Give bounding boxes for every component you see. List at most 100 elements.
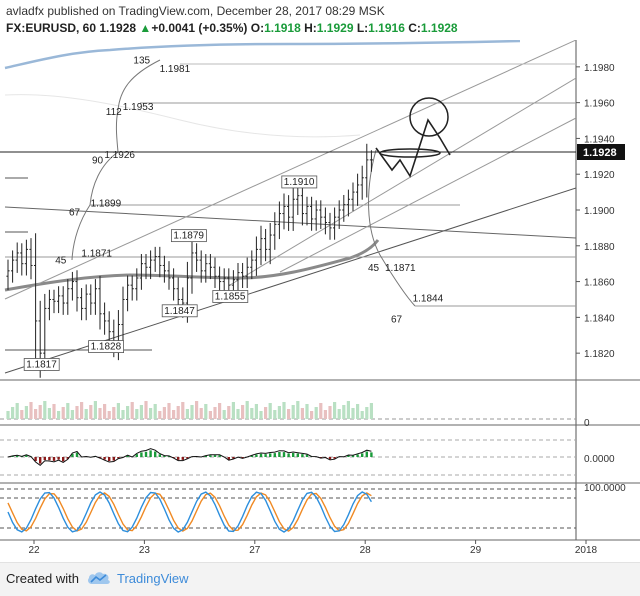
macd-histogram-bar xyxy=(301,454,303,457)
macd-histogram-bar xyxy=(103,457,105,460)
volume-bar xyxy=(328,406,331,419)
volume-bar xyxy=(167,403,170,419)
macd-histogram-bar xyxy=(370,452,372,457)
price-label: 1.1981 xyxy=(160,64,191,75)
volume-bar xyxy=(218,403,221,419)
volume-bar xyxy=(126,406,129,419)
macd-histogram-bar xyxy=(274,453,276,457)
volume-bar xyxy=(39,405,42,419)
macd-histogram-bar xyxy=(145,452,147,457)
volume-bar xyxy=(154,404,157,419)
macd-histogram-bar xyxy=(297,454,299,457)
volume-bar xyxy=(94,401,97,419)
volume-bar xyxy=(361,411,364,419)
channel-lower-line xyxy=(280,118,576,272)
volume-bar xyxy=(163,407,166,419)
volume-bar xyxy=(269,403,272,419)
price-tick-label: 1.1920 xyxy=(584,170,615,181)
angle-label: 45 xyxy=(55,256,67,267)
price-tick-label: 1.1940 xyxy=(584,134,615,145)
time-axis[interactable]: 22 23 27 28 29 2018 xyxy=(28,540,597,556)
target-circle xyxy=(410,98,448,136)
chart-area[interactable]: 1.18171.18281.18471.18551.18791.19101.18… xyxy=(0,0,640,560)
angle-label: 45 xyxy=(368,263,380,274)
angle-label: 67 xyxy=(69,207,81,218)
volume-bar xyxy=(333,402,336,419)
macd-histogram-bar xyxy=(154,452,156,457)
volume-bar xyxy=(149,408,152,419)
macd-histogram-bar xyxy=(57,457,59,460)
created-with-text: Created with xyxy=(6,571,79,586)
time-tick-label: 29 xyxy=(470,545,482,556)
price-labels-layer: 1.18171.18281.18471.18551.18791.19101.18… xyxy=(24,64,443,370)
volume-bar xyxy=(296,401,299,419)
volume-bar xyxy=(347,401,350,419)
volume-bar xyxy=(48,408,51,419)
time-tick-label: 28 xyxy=(360,545,372,556)
price-label: 1.1855 xyxy=(215,291,246,302)
volume-bar xyxy=(158,411,161,419)
highlight-ellipse xyxy=(380,149,440,157)
price-tick-label: 1.1860 xyxy=(584,278,615,289)
volume-bar xyxy=(356,404,359,419)
volume-bar xyxy=(25,406,28,419)
price-tick-label: 1.1980 xyxy=(584,63,615,74)
macd-histogram-bar xyxy=(113,457,115,461)
macd-histogram-bar xyxy=(48,457,50,460)
volume-bar xyxy=(181,402,184,419)
time-tick-label: 2018 xyxy=(575,545,598,556)
volume-bar xyxy=(186,409,189,419)
inner-band-line xyxy=(5,95,360,137)
macd-histogram-bar xyxy=(39,457,41,464)
volume-bar xyxy=(62,407,65,419)
volume-bar xyxy=(112,407,115,419)
volume-bar xyxy=(264,407,267,419)
volume-bar xyxy=(43,401,46,419)
tradingview-link[interactable]: TradingView xyxy=(117,571,189,586)
macd-histogram-bar xyxy=(269,453,271,457)
current-price-marker: 1.1928 xyxy=(577,144,625,160)
volume-bar xyxy=(34,409,37,419)
volume-bar xyxy=(223,410,226,419)
stochastic-pane[interactable] xyxy=(0,489,576,532)
macd-histogram-bar xyxy=(53,457,55,461)
volume-bar xyxy=(103,404,106,419)
macd-histogram-bar xyxy=(108,457,110,461)
price-tick-label: 1.1840 xyxy=(584,313,615,324)
time-tick-label: 22 xyxy=(28,545,40,556)
volume-bar xyxy=(200,408,203,419)
time-tick-label: 27 xyxy=(249,545,261,556)
volume-bar xyxy=(305,404,308,419)
time-tick-label: 23 xyxy=(139,545,151,556)
angle-label: 67 xyxy=(391,315,403,326)
stochastic-scale-label: 100.0000 xyxy=(584,483,626,494)
macd-histogram-bar xyxy=(366,452,368,457)
volume-bar xyxy=(236,409,239,419)
volume-bar xyxy=(20,410,23,419)
volume-bar xyxy=(29,402,32,419)
volume-bar xyxy=(57,411,60,419)
price-axis[interactable]: 1.18201.18401.18601.18801.19001.19201.19… xyxy=(576,63,615,360)
volume-bar xyxy=(144,401,147,419)
macd-pane[interactable] xyxy=(0,440,576,475)
volume-bar xyxy=(85,409,88,419)
macd-histogram-bar xyxy=(264,454,266,457)
price-tick-label: 1.1960 xyxy=(584,99,615,110)
volume-bar xyxy=(80,402,83,419)
price-label: 1.1828 xyxy=(91,342,122,353)
macd-histogram-bar xyxy=(278,452,280,457)
macd-histogram-bar xyxy=(287,454,289,457)
macd-histogram-bar xyxy=(255,454,257,457)
volume-bar xyxy=(131,402,134,419)
volume-bar xyxy=(301,408,304,419)
tradingview-cloud-icon[interactable] xyxy=(86,569,112,587)
macd-histogram-bar xyxy=(283,452,285,457)
footer-bar: Created with TradingView xyxy=(0,562,640,596)
macd-histogram-bar xyxy=(292,453,294,457)
price-pane[interactable]: 1.18171.18281.18471.18551.18791.19101.18… xyxy=(0,40,576,378)
price-label: 1.1879 xyxy=(173,231,204,242)
angle-label: 112 xyxy=(106,107,122,118)
price-label: 1.1871 xyxy=(385,263,416,274)
price-label: 1.1871 xyxy=(81,249,112,260)
volume-pane[interactable] xyxy=(0,401,576,419)
